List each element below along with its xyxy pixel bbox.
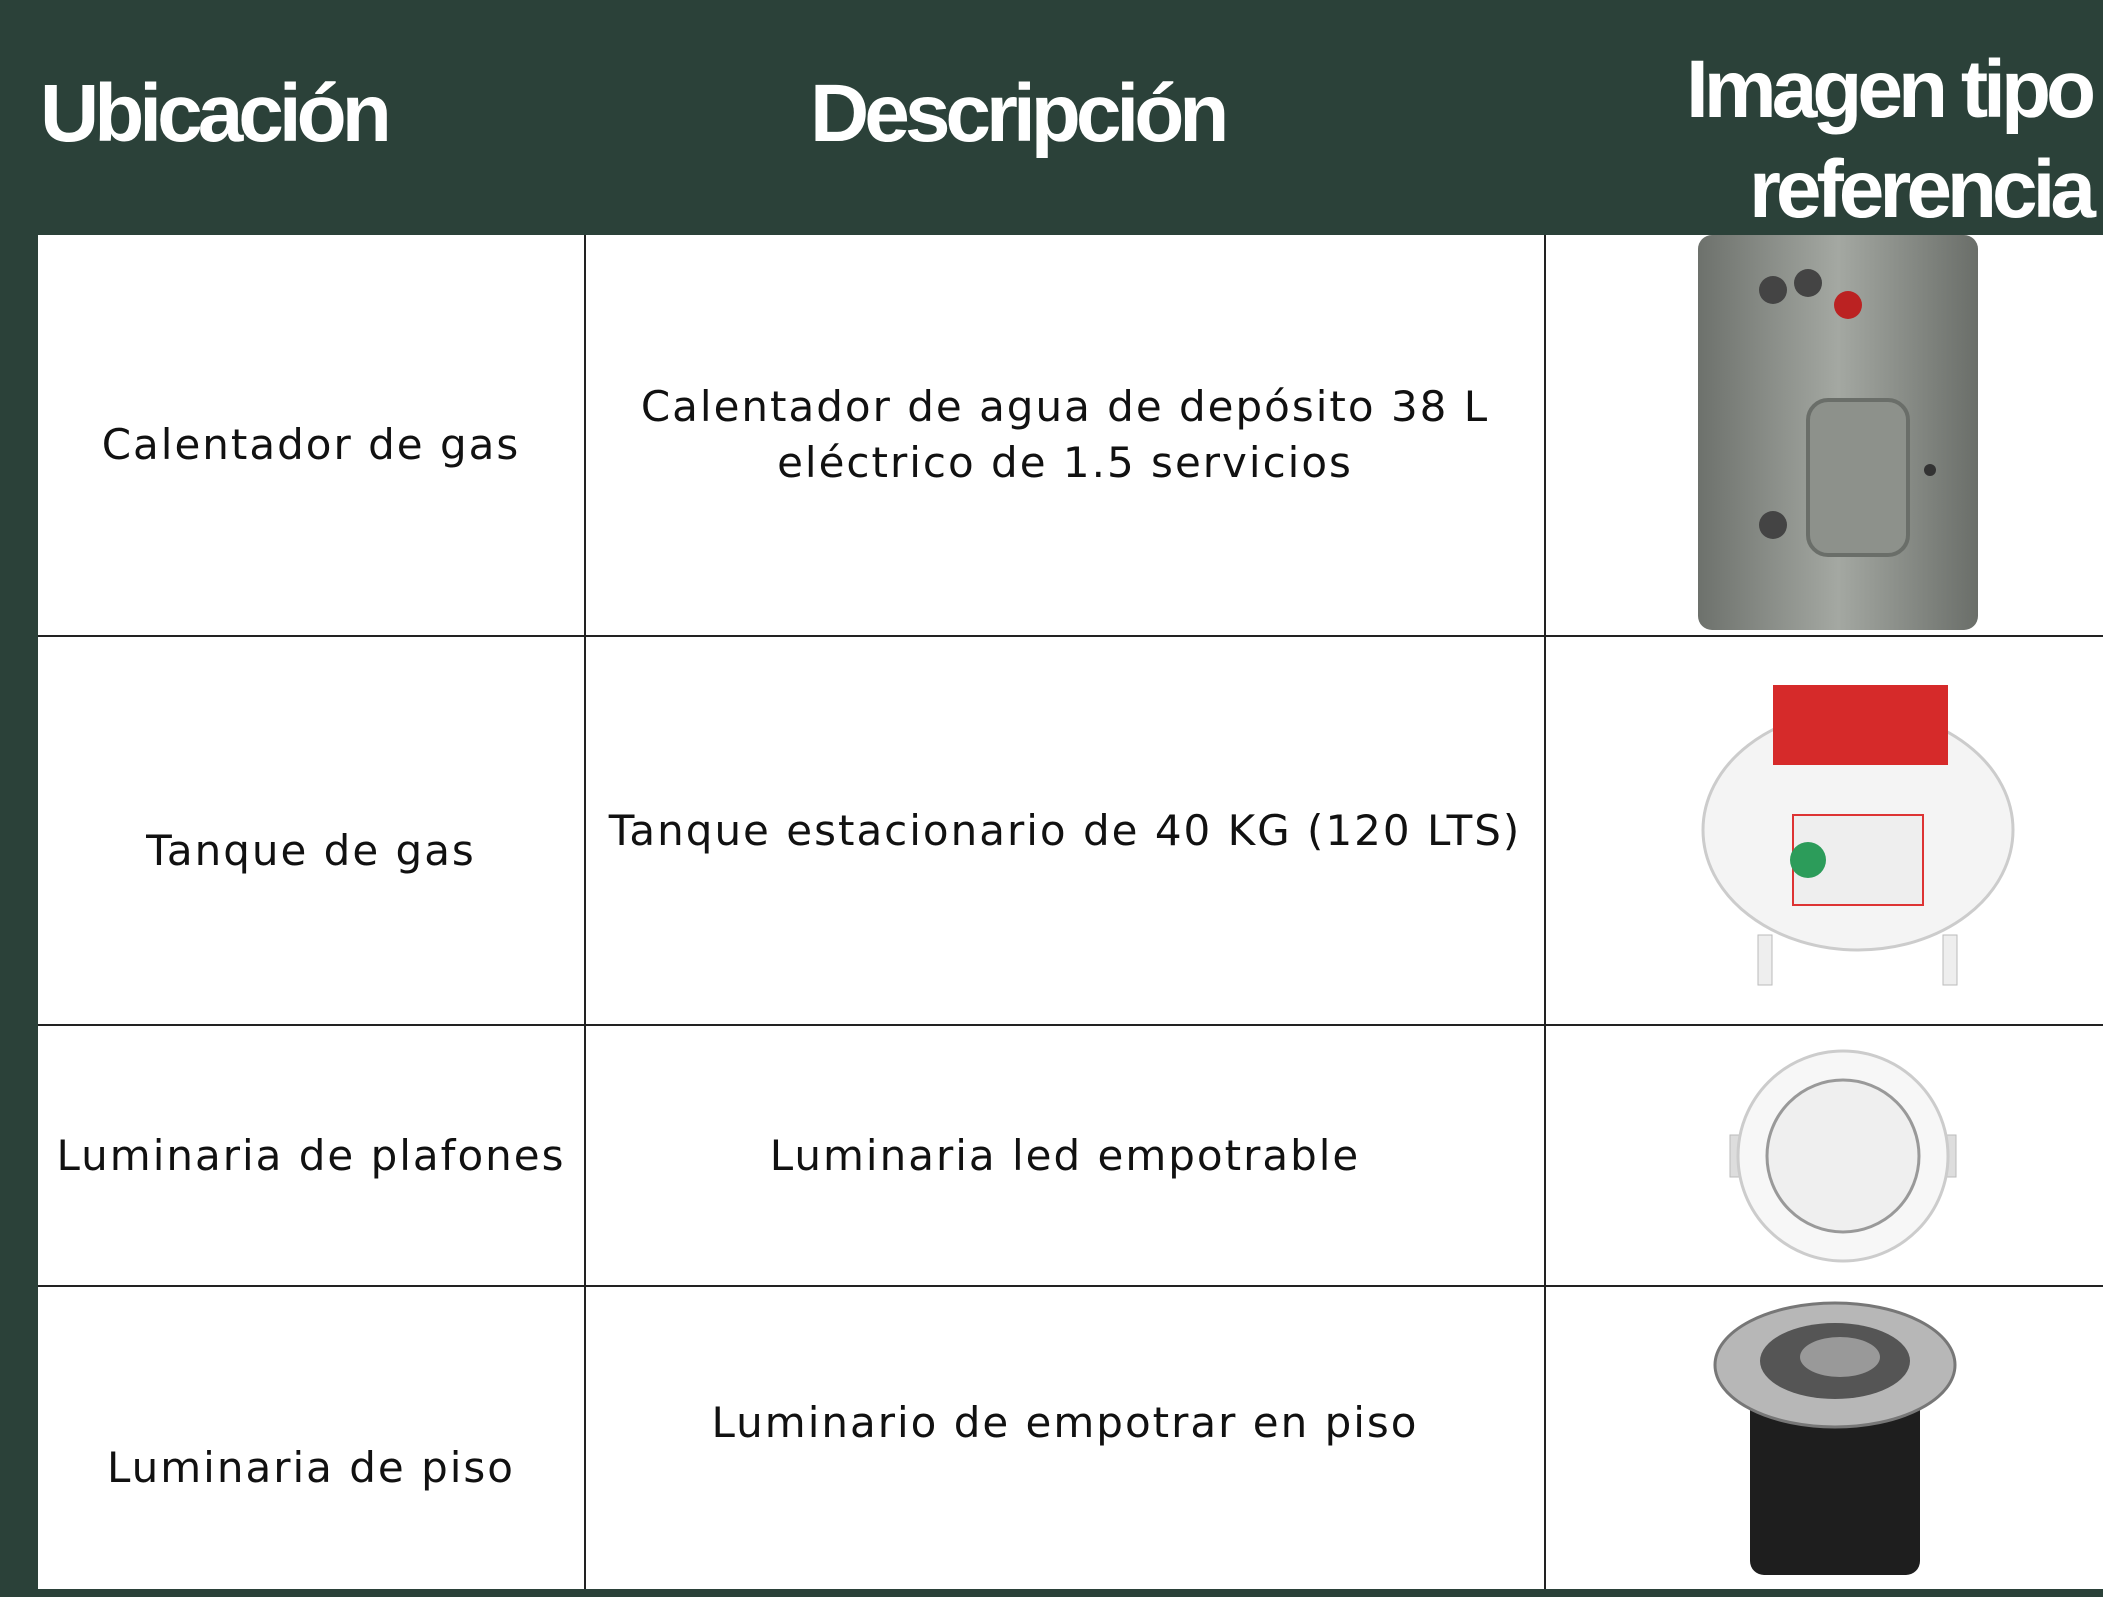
column-divider bbox=[1544, 235, 1546, 1589]
table: Calentador de gas Calentador de agua de … bbox=[38, 235, 2103, 1589]
description-cell: Tanque estacionario de 40 KG (120 LTS) bbox=[608, 805, 1522, 855]
header-cell: Ubicación bbox=[40, 68, 392, 159]
row-divider bbox=[38, 1024, 2103, 1026]
column-divider bbox=[584, 235, 586, 1589]
header-cell: Imagen tipo o referencia bbox=[1686, 44, 2103, 235]
description-cell: Luminario de empotrar en piso bbox=[711, 1398, 1419, 1447]
row-divider bbox=[38, 635, 2103, 637]
heater-image bbox=[1698, 235, 1978, 630]
ceiling-light-image bbox=[1729, 1049, 1957, 1263]
floor-light-image bbox=[1713, 1301, 1957, 1575]
header-cell: Descripción bbox=[810, 68, 1229, 159]
tank-image bbox=[1701, 685, 2015, 986]
location-cell: Luminaria de piso bbox=[106, 1443, 515, 1492]
description-cell: Luminaria led empotrable bbox=[769, 1130, 1361, 1180]
location-cell: Calentador de gas bbox=[101, 420, 521, 469]
location-cell: Tanque de gas bbox=[146, 825, 476, 875]
row-divider bbox=[38, 1285, 2103, 1287]
description-cell: Calentador de agua de depósito 38 L eléc… bbox=[640, 382, 1490, 487]
location-cell: Luminaria de plafones bbox=[56, 1130, 566, 1180]
